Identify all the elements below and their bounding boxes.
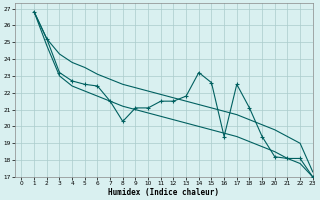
X-axis label: Humidex (Indice chaleur): Humidex (Indice chaleur) — [108, 188, 220, 197]
